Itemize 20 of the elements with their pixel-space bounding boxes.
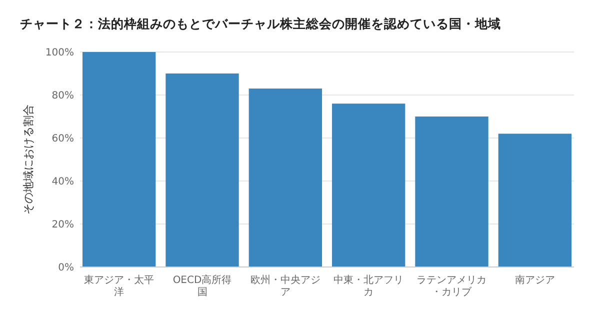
x-tick-label: 欧州・中央アジア [250, 274, 320, 298]
y-tick-label: 60% [52, 134, 74, 144]
x-tick-label: 東アジア・太平洋 [84, 274, 154, 298]
bar [415, 116, 488, 267]
bar [332, 104, 406, 267]
x-tick-label: OECD高所得国 [172, 274, 232, 298]
y-tick-label: 20% [52, 220, 74, 230]
x-tick-label: 中東・北アフリカ [334, 274, 404, 298]
x-tick-label: ラテンアメリカ・カリブ [416, 275, 487, 298]
y-tick-label: 100% [45, 48, 74, 58]
y-axis-title: その地域における割合 [22, 104, 35, 214]
bar [248, 88, 322, 267]
y-tick-label: 40% [52, 176, 74, 188]
y-tick-label: 80% [52, 90, 74, 102]
bar [498, 134, 572, 267]
bar [166, 74, 239, 267]
bar [82, 52, 156, 267]
chart-title: チャート２：法的枠組みのもとでバーチャル株主総会の開催を認めている国・地域 [20, 16, 501, 31]
y-tick-label: 0% [58, 262, 74, 274]
x-tick-label: 南アジア [514, 274, 555, 286]
